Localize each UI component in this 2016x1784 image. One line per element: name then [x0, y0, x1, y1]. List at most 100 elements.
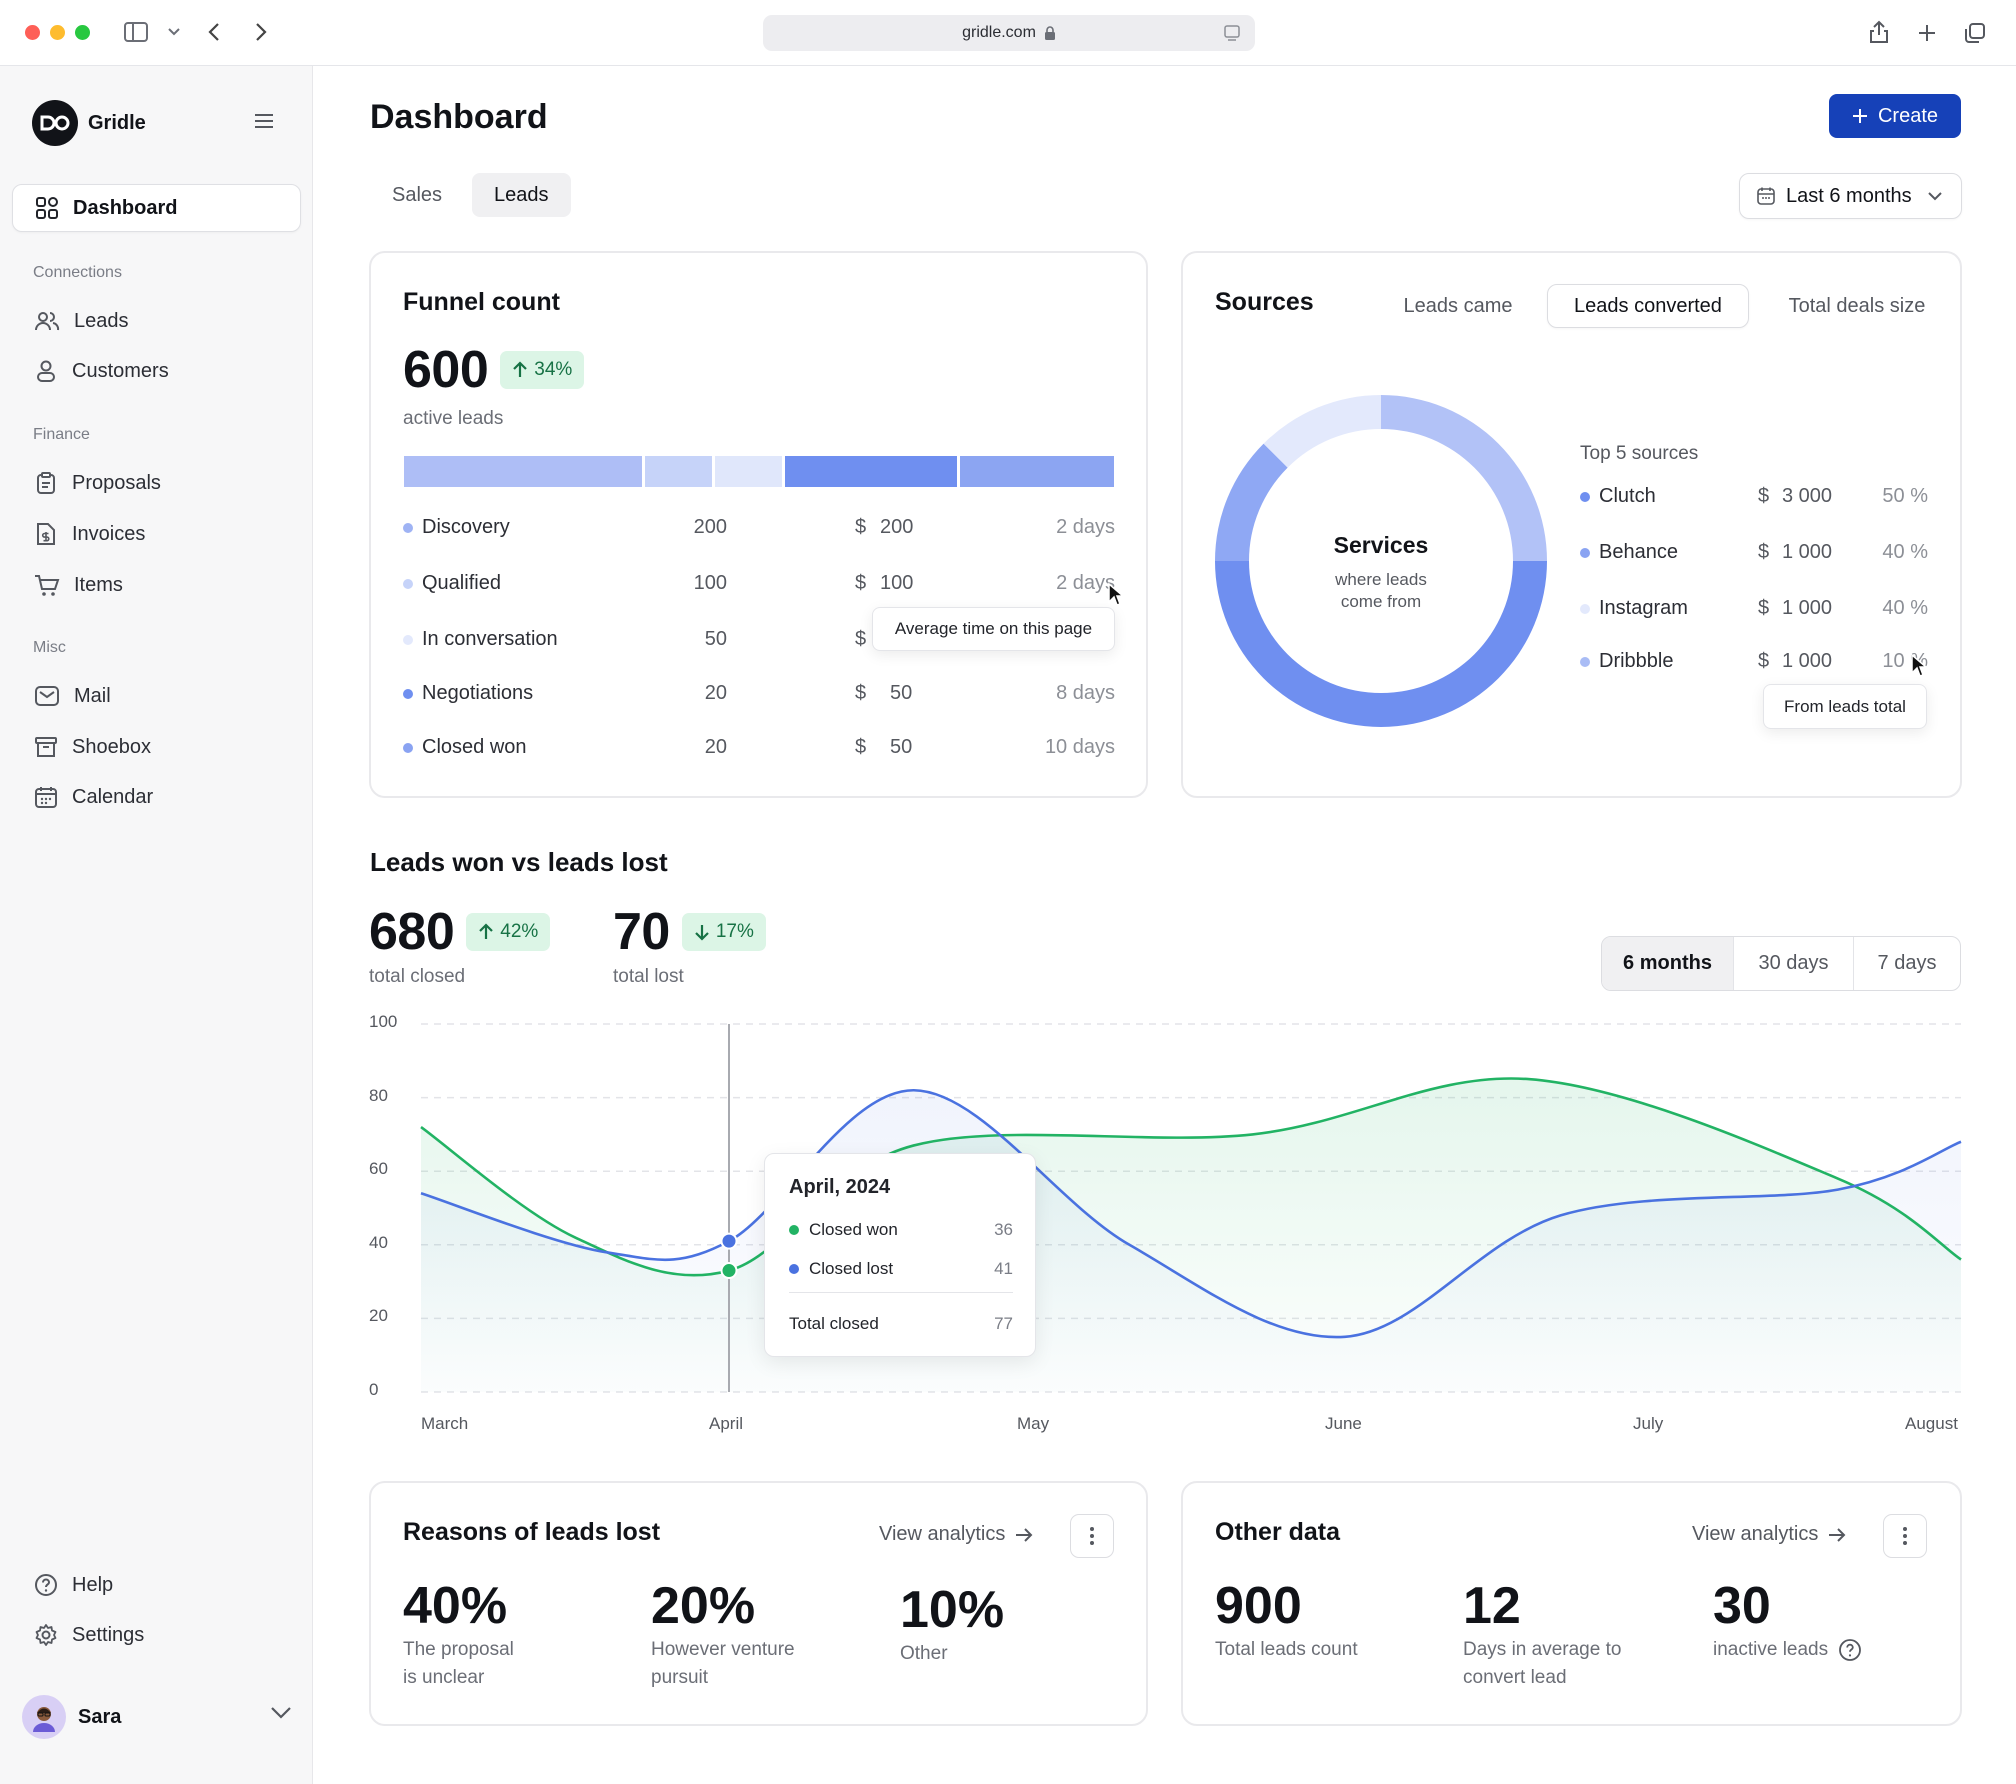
row-count: 100 — [693, 572, 727, 594]
view-analytics-link[interactable]: View analytics — [1692, 1523, 1846, 1546]
funnel-row[interactable]: Discovery 200 $ 200 2 days — [403, 514, 1115, 542]
period-30-days[interactable]: 30 days — [1734, 937, 1854, 990]
sidebar-item-proposals[interactable]: Proposals — [12, 459, 301, 507]
tab-leads[interactable]: Leads — [472, 173, 571, 217]
row-name: Negotiations — [422, 682, 534, 704]
period-6-months[interactable]: 6 months — [1602, 937, 1734, 990]
donut-slice-dribbble[interactable] — [1381, 395, 1547, 561]
more-options-button[interactable] — [1883, 1514, 1927, 1558]
back-icon[interactable] — [208, 22, 220, 42]
row-count: 50 — [704, 628, 727, 650]
source-row[interactable]: Instagram $ 1 000 40 % — [1580, 595, 1928, 623]
minimize-window-button[interactable] — [50, 25, 65, 40]
sidebar-item-customers[interactable]: Customers — [12, 347, 301, 395]
funnel-card — [369, 251, 1148, 798]
source-currency: $ — [1758, 485, 1770, 507]
funnel-row[interactable]: Qualified 100 $ 100 2 days — [403, 570, 1115, 598]
leads-chart-title: Leads won vs leads lost — [370, 847, 668, 877]
line-closed-lost[interactable] — [420, 1088, 1962, 1339]
source-row[interactable]: Clutch $ 3 000 50 % — [1580, 483, 1928, 511]
funnel-row[interactable]: Closed won 20 $ 50 10 days — [403, 734, 1115, 762]
donut-slice-instagram[interactable] — [1263, 395, 1381, 468]
line-closed-won[interactable] — [420, 1077, 1962, 1277]
source-row[interactable]: Dribbble $ 1 000 10 % — [1580, 648, 1928, 676]
new-tab-icon[interactable] — [1917, 23, 1937, 43]
tooltip-label: Total closed — [789, 1314, 879, 1333]
source-name: Clutch — [1599, 485, 1656, 507]
tab-sales[interactable]: Sales — [392, 183, 443, 206]
row-name: Qualified — [422, 572, 501, 594]
tab-total-deals-size[interactable]: Total deals size — [1788, 294, 1926, 317]
share-icon[interactable] — [1868, 20, 1890, 44]
sidebar-item-leads[interactable]: Leads — [12, 297, 301, 345]
cart-icon — [35, 575, 60, 596]
point-closed-won[interactable] — [720, 1262, 738, 1280]
tabs-overview-icon[interactable] — [1964, 22, 1986, 44]
view-analytics-link[interactable]: View analytics — [879, 1523, 1033, 1546]
page-title: Dashboard — [370, 98, 548, 136]
stat-value: 10% — [900, 1581, 1005, 1639]
sidebar-toggle-icon[interactable] — [124, 22, 148, 42]
menu-icon[interactable] — [253, 112, 275, 130]
row-amount: 100 — [880, 572, 914, 594]
calendar-icon — [1757, 187, 1775, 205]
period-7-days[interactable]: 7 days — [1877, 952, 1937, 974]
lost-value: 70 — [613, 903, 670, 961]
row-amount: 200 — [880, 516, 914, 538]
legend-dot — [403, 743, 413, 753]
address-bar[interactable]: gridle.com — [763, 15, 1255, 51]
row-name: Closed won — [422, 736, 527, 758]
funnel-segment-discovery[interactable] — [404, 456, 642, 487]
sidebar-item-mail[interactable]: Mail — [12, 672, 301, 720]
info-help-icon[interactable] — [1838, 1638, 1862, 1662]
stat-value: 12 — [1463, 1577, 1521, 1635]
point-closed-lost[interactable] — [720, 1232, 738, 1250]
url-text: gridle.com — [962, 24, 1036, 41]
forward-icon[interactable] — [255, 22, 267, 42]
funnel-segment-conversation[interactable] — [715, 456, 782, 487]
funnel-kpi: 600 34% — [403, 340, 585, 400]
date-range-select[interactable]: Last 6 months — [1739, 173, 1962, 219]
sidebar-item-calendar[interactable]: Calendar — [12, 773, 301, 821]
sidebar-item-label: Items — [74, 573, 123, 596]
tab-leads-converted[interactable]: Leads converted — [1547, 284, 1749, 328]
sidebar-item-shoebox[interactable]: Shoebox — [12, 723, 301, 771]
sidebar-item-help[interactable]: Help — [12, 1561, 301, 1609]
view-analytics-label: View analytics — [1692, 1523, 1819, 1545]
area-closed-lost — [421, 1090, 1961, 1392]
change-badge: 34% — [500, 351, 585, 389]
funnel-segment-qualified[interactable] — [645, 456, 712, 487]
close-window-button[interactable] — [25, 25, 40, 40]
source-row[interactable]: Behance $ 1 000 40 % — [1580, 539, 1928, 567]
dashboard-icon — [36, 197, 58, 219]
reasons-title: Reasons of leads lost — [403, 1518, 661, 1546]
create-button[interactable]: Create — [1829, 94, 1961, 138]
sidebar-item-dashboard[interactable]: Dashboard — [12, 184, 301, 232]
sidebar-item-items[interactable]: Items — [12, 561, 301, 609]
legend-dot — [403, 689, 413, 699]
legend-dot — [403, 635, 413, 645]
zoom-window-button[interactable] — [75, 25, 90, 40]
user-menu[interactable]: Sara — [22, 1694, 292, 1740]
x-tick-label: May — [1017, 1414, 1050, 1433]
top-sources-title: Top 5 sources — [1580, 443, 1699, 464]
sources-donut-chart[interactable] — [1215, 395, 1547, 727]
sidebar-item-settings[interactable]: Settings — [12, 1611, 301, 1659]
reader-icon[interactable] — [1223, 24, 1241, 42]
sidebar-item-label: Leads — [74, 309, 129, 332]
donut-slice-behance[interactable] — [1215, 443, 1288, 561]
users-icon — [35, 312, 60, 331]
chevron-down-icon[interactable] — [168, 28, 180, 36]
dashboard-tabs: Sales Leads — [370, 173, 571, 217]
funnel-segment-closed-won[interactable] — [960, 456, 1114, 487]
funnel-row[interactable]: In conversation 50 $ — [403, 626, 1115, 654]
app-logo[interactable]: Gridle — [32, 100, 146, 146]
more-options-button[interactable] — [1070, 1514, 1114, 1558]
legend-dot — [1580, 492, 1590, 502]
donut-slice-clutch[interactable] — [1215, 561, 1547, 727]
source-name: Behance — [1599, 541, 1678, 563]
tab-leads-came[interactable]: Leads came — [1403, 294, 1513, 317]
funnel-row[interactable]: Negotiations 20 $ 50 8 days — [403, 680, 1115, 708]
funnel-segment-negotiations[interactable] — [785, 456, 957, 487]
sidebar-item-invoices[interactable]: Invoices — [12, 510, 301, 558]
